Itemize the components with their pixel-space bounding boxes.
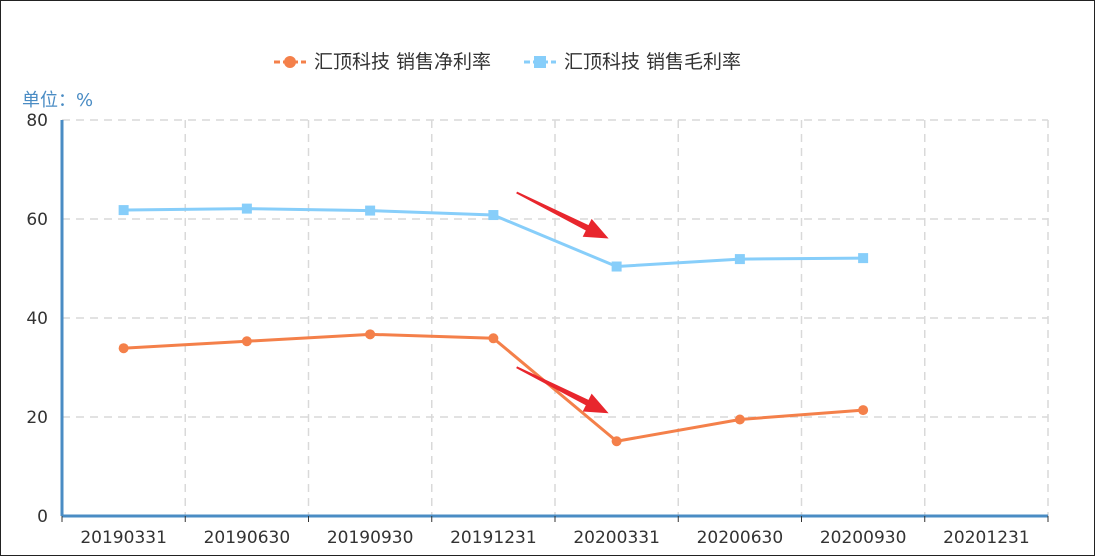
- x-tick-label: 20190630: [204, 528, 291, 548]
- data-point[interactable]: [241, 336, 252, 347]
- y-axis-ticks: 0 20 40 60 80: [26, 111, 48, 527]
- y-tick-label: 80: [26, 111, 48, 131]
- series-group: [118, 203, 869, 447]
- series-line-0: [123, 332, 864, 443]
- legend-marker-circle: [284, 56, 296, 68]
- x-tick-label: 20201231: [943, 528, 1030, 548]
- x-tick-label: 20200630: [697, 528, 784, 548]
- legend-label: 汇顶科技 销售毛利率: [564, 51, 741, 73]
- data-point[interactable]: [611, 436, 622, 447]
- legend-item-gross-margin[interactable]: 汇顶科技 销售毛利率: [524, 51, 741, 73]
- x-tick-label: 20200331: [573, 528, 660, 548]
- x-tick-label: 20190331: [80, 528, 167, 548]
- data-point[interactable]: [858, 253, 869, 264]
- y-axis-unit-label: 单位：%: [22, 90, 93, 111]
- annotation-arrows: [516, 191, 609, 414]
- data-point[interactable]: [734, 414, 745, 425]
- x-tick-label: 20191231: [450, 528, 537, 548]
- data-point[interactable]: [241, 203, 252, 214]
- y-tick-label: 60: [26, 210, 48, 230]
- data-point[interactable]: [734, 254, 745, 265]
- legend-item-net-margin[interactable]: 汇顶科技 销售净利率: [274, 51, 491, 73]
- data-point[interactable]: [611, 261, 622, 272]
- data-point[interactable]: [365, 205, 376, 216]
- annotation-arrow: [516, 191, 609, 239]
- x-axis-ticks: 20190331 20190630 20190930 20191231 20200331…: [61, 516, 1049, 548]
- data-point[interactable]: [488, 210, 499, 221]
- chart-legend[interactable]: 汇顶科技 销售净利率 汇顶科技 销售毛利率: [274, 51, 741, 73]
- y-tick-label: 0: [37, 507, 48, 527]
- data-point[interactable]: [118, 343, 129, 354]
- data-point[interactable]: [365, 329, 376, 340]
- y-tick-label: 20: [26, 408, 48, 428]
- y-tick-label: 40: [26, 309, 48, 329]
- x-tick-label: 20200930: [820, 528, 907, 548]
- data-point[interactable]: [488, 333, 499, 344]
- data-point[interactable]: [118, 205, 129, 216]
- legend-label: 汇顶科技 销售净利率: [314, 51, 491, 73]
- legend-marker-square: [534, 56, 546, 68]
- grid-lines: [62, 119, 1049, 516]
- x-tick-label: 20190930: [327, 528, 414, 548]
- data-point[interactable]: [858, 405, 869, 416]
- annotation-arrow: [516, 366, 609, 414]
